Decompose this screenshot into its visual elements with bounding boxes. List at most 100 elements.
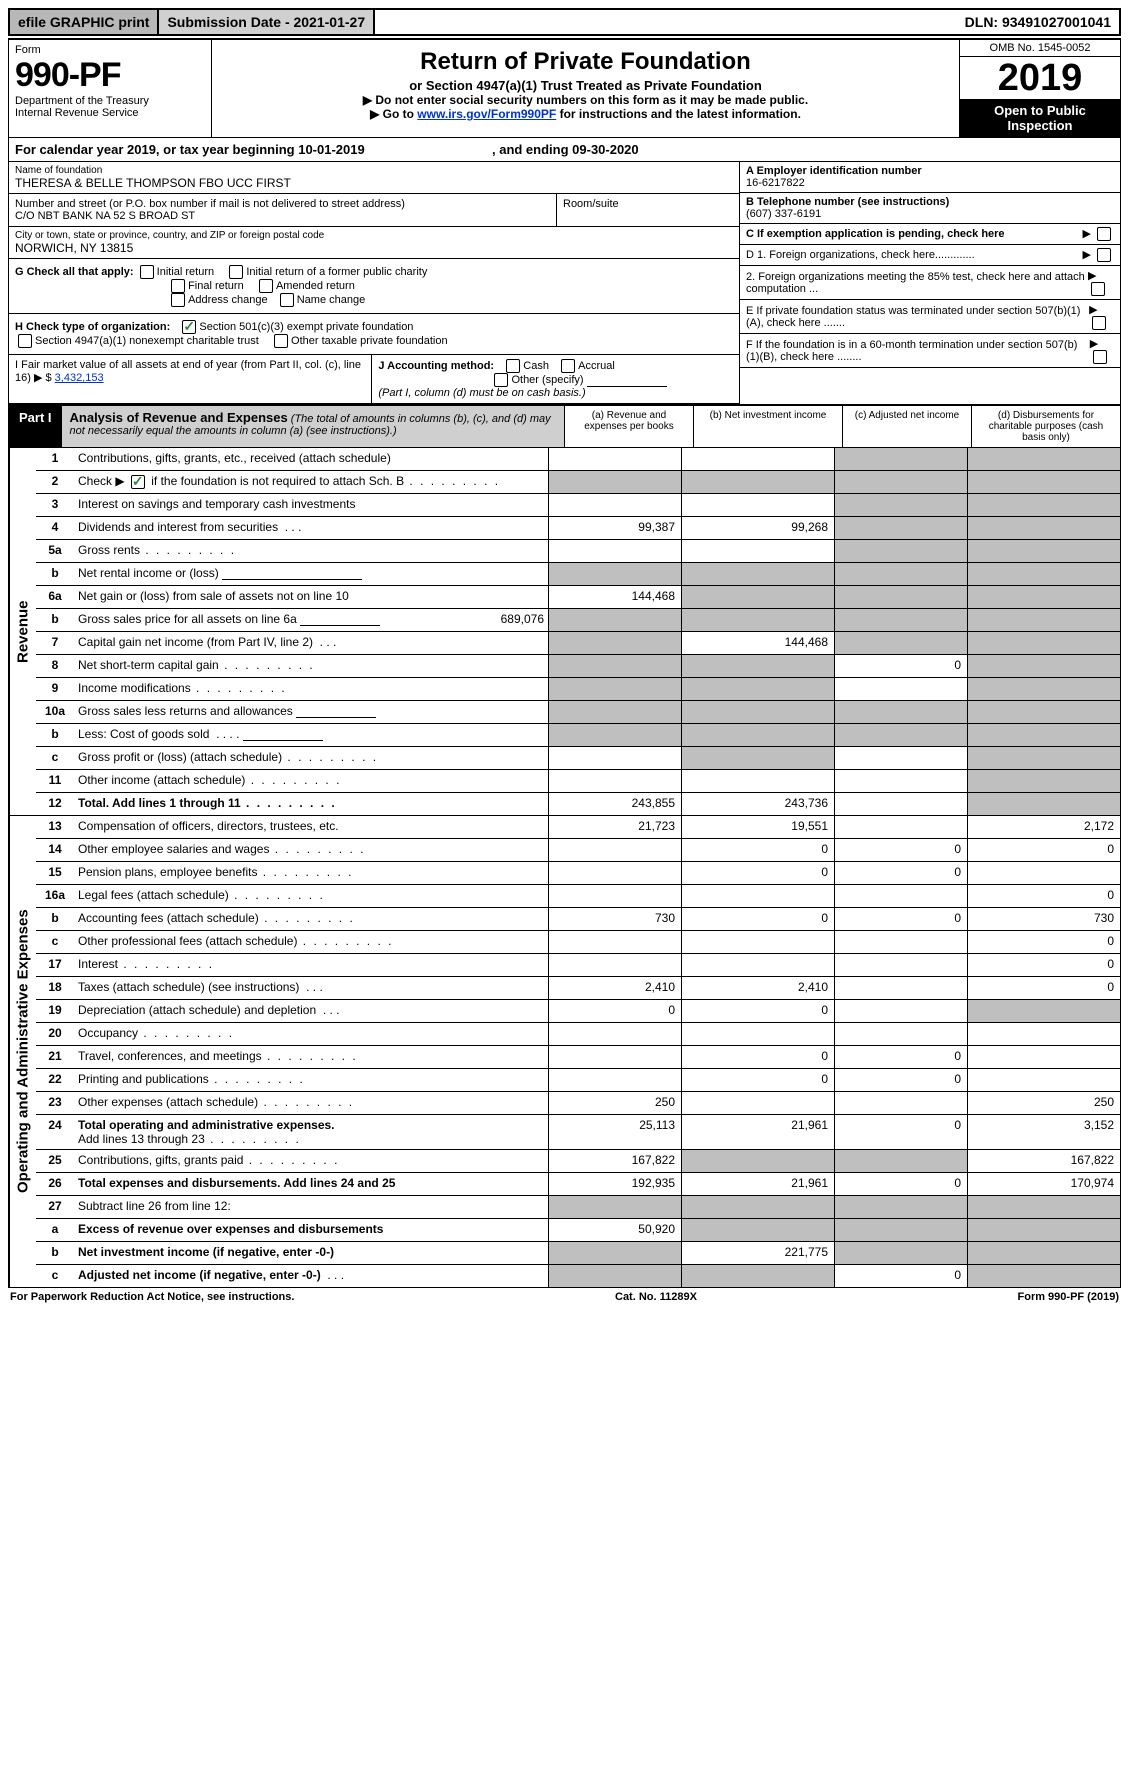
revenue-section: Revenue 1Contributions, gifts, grants, e…: [8, 448, 1121, 816]
g-label: G Check all that apply:: [15, 266, 134, 278]
room-label: Room/suite: [563, 198, 733, 210]
row-12-a: 243,855: [548, 793, 681, 815]
row-18-desc: Taxes (attach schedule) (see instruction…: [78, 980, 299, 994]
part1-label: Part I: [9, 406, 62, 447]
other-taxable-checkbox[interactable]: [274, 334, 288, 348]
form-note-1: ▶ Do not enter social security numbers o…: [218, 93, 953, 107]
sch-b-checkbox[interactable]: [131, 475, 145, 489]
row-26-a: 192,935: [548, 1173, 681, 1195]
row-4-desc: Dividends and interest from securities: [78, 520, 278, 534]
row-23-a: 250: [548, 1092, 681, 1114]
col-a-header: (a) Revenue and expenses per books: [564, 406, 693, 447]
final-return-label: Final return: [188, 280, 244, 292]
row-13-a: 21,723: [548, 816, 681, 838]
row-5b-input[interactable]: [222, 567, 362, 580]
note2-suffix: for instructions and the latest informat…: [560, 107, 801, 121]
form-subtitle: or Section 4947(a)(1) Trust Treated as P…: [218, 78, 953, 93]
cash-label: Cash: [523, 360, 549, 372]
row-6b-desc: Gross sales price for all assets on line…: [78, 612, 297, 626]
amended-return-checkbox[interactable]: [259, 279, 273, 293]
addr-label: Number and street (or P.O. box number if…: [15, 198, 550, 210]
row-16c-d: 0: [967, 931, 1120, 953]
row-6b-input[interactable]: [300, 613, 380, 626]
tax-year-end: , and ending 09-30-2020: [492, 142, 639, 157]
row-14-c: 0: [834, 839, 967, 861]
initial-return-checkbox[interactable]: [140, 265, 154, 279]
tel-label: B Telephone number (see instructions): [746, 196, 949, 208]
row-11-desc: Other income (attach schedule): [78, 773, 245, 787]
d1-label: D 1. Foreign organizations, check here..…: [746, 249, 975, 261]
submission-date: Submission Date - 2021-01-27: [159, 10, 375, 34]
e-checkbox[interactable]: [1092, 316, 1106, 330]
row-20-desc: Occupancy: [78, 1026, 138, 1040]
efile-print-button[interactable]: efile GRAPHIC print: [10, 10, 159, 34]
col-b-header: (b) Net investment income: [693, 406, 842, 447]
initial-former-checkbox[interactable]: [229, 265, 243, 279]
501c3-checkbox[interactable]: [182, 320, 196, 334]
row-6a-a: 144,468: [548, 586, 681, 608]
d2-checkbox[interactable]: [1091, 282, 1105, 296]
row-13-desc: Compensation of officers, directors, tru…: [74, 816, 548, 838]
row-19-b: 0: [681, 1000, 834, 1022]
other-method-checkbox[interactable]: [494, 373, 508, 387]
row-17-d: 0: [967, 954, 1120, 976]
row-24-a: 25,113: [548, 1115, 681, 1149]
row-10a-input[interactable]: [296, 705, 376, 718]
part1-title: Analysis of Revenue and Expenses: [70, 410, 288, 425]
org-info-section: Name of foundation THERESA & BELLE THOMP…: [8, 162, 1121, 404]
row-26-c: 0: [834, 1173, 967, 1195]
row-16a-desc: Legal fees (attach schedule): [78, 888, 229, 902]
row-25-a: 167,822: [548, 1150, 681, 1172]
row-13-d: 2,172: [967, 816, 1120, 838]
page-footer: For Paperwork Reduction Act Notice, see …: [8, 1288, 1121, 1306]
tax-year-begin: For calendar year 2019, or tax year begi…: [15, 142, 365, 157]
ein-label: A Employer identification number: [746, 165, 922, 177]
dln-number: DLN: 93491027001041: [957, 10, 1119, 34]
row-22-b: 0: [681, 1069, 834, 1091]
row-5a-desc: Gross rents: [78, 543, 140, 557]
h-label: H Check type of organization:: [15, 321, 170, 333]
row-14-desc: Other employee salaries and wages: [78, 842, 269, 856]
row-2-check-label: Check ▶: [78, 474, 125, 488]
address-change-checkbox[interactable]: [171, 293, 185, 307]
row-10b-input[interactable]: [243, 728, 323, 741]
c-checkbox[interactable]: [1097, 227, 1111, 241]
row-16b-b: 0: [681, 908, 834, 930]
other-method-input[interactable]: [587, 374, 667, 387]
final-return-checkbox[interactable]: [171, 279, 185, 293]
col-d-header: (d) Disbursements for charitable purpose…: [971, 406, 1120, 447]
accrual-checkbox[interactable]: [561, 359, 575, 373]
cash-checkbox[interactable]: [506, 359, 520, 373]
col-c-header: (c) Adjusted net income: [842, 406, 971, 447]
501c3-label: Section 501(c)(3) exempt private foundat…: [199, 321, 413, 333]
row-18-d: 0: [967, 977, 1120, 999]
row-19-a: 0: [548, 1000, 681, 1022]
dept-label: Department of the Treasury: [15, 95, 205, 107]
initial-return-label: Initial return: [157, 266, 214, 278]
4947a1-checkbox[interactable]: [18, 334, 32, 348]
j-note: (Part I, column (d) must be on cash basi…: [378, 387, 585, 399]
form-instructions-link[interactable]: www.irs.gov/Form990PF: [417, 107, 556, 121]
name-change-checkbox[interactable]: [280, 293, 294, 307]
row-12-desc: Total. Add lines 1 through 11: [78, 796, 241, 810]
row-16b-d: 730: [967, 908, 1120, 930]
f-checkbox[interactable]: [1093, 350, 1107, 364]
fmv-value-link[interactable]: 3,432,153: [55, 372, 104, 384]
d1-checkbox[interactable]: [1097, 248, 1111, 262]
part1-header: Part I Analysis of Revenue and Expenses …: [8, 404, 1121, 448]
row-24-c: 0: [834, 1115, 967, 1149]
4947a1-label: Section 4947(a)(1) nonexempt charitable …: [35, 335, 259, 347]
irs-label: Internal Revenue Service: [15, 107, 205, 119]
row-24-d: 3,152: [967, 1115, 1120, 1149]
open-to-public: Open to Public Inspection: [960, 99, 1120, 137]
row-6a-desc: Net gain or (loss) from sale of assets n…: [74, 586, 548, 608]
e-label: E If private foundation status was termi…: [746, 305, 1089, 329]
d2-label: 2. Foreign organizations meeting the 85%…: [746, 271, 1088, 295]
row-14-d: 0: [967, 839, 1120, 861]
j-label: J Accounting method:: [378, 360, 494, 372]
row-18-a: 2,410: [548, 977, 681, 999]
revenue-side-label: Revenue: [9, 448, 36, 815]
footer-mid: Cat. No. 11289X: [615, 1291, 697, 1303]
row-16b-desc: Accounting fees (attach schedule): [78, 911, 259, 925]
row-6b-value: 689,076: [501, 612, 544, 626]
